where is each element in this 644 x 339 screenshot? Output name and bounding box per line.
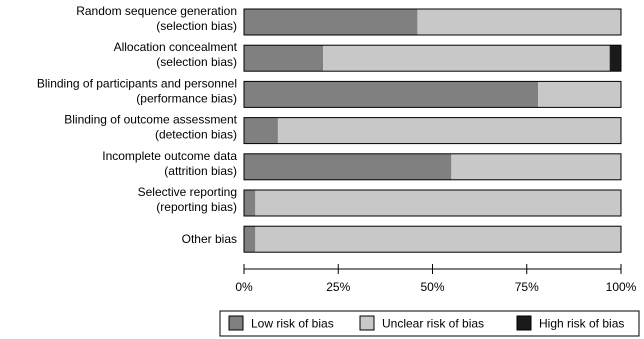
bar-segment-low-risk-of-bias xyxy=(244,153,452,180)
category-label: Selective reporting xyxy=(138,185,237,199)
bar-segment-unclear-risk-of-bias xyxy=(323,45,610,72)
category-label: (selection bias) xyxy=(156,55,237,69)
category-label: (attrition bias) xyxy=(164,164,237,178)
category-label: Incomplete outcome data xyxy=(102,149,237,163)
category-labels: Random sequence generation(selection bia… xyxy=(37,4,238,246)
bar-segment-unclear-risk-of-bias xyxy=(417,9,621,35)
legend-label: Low risk of bias xyxy=(251,317,334,331)
bar-segment-low-risk-of-bias xyxy=(244,45,324,72)
bar-outline xyxy=(243,44,622,72)
legend: Low risk of bias Unclear risk of bias High… xyxy=(219,310,640,337)
bar-segment-unclear-risk-of-bias xyxy=(538,81,621,108)
category-label: (reporting bias) xyxy=(156,200,237,214)
bar-segment-low-risk-of-bias xyxy=(244,9,418,35)
x-tick-label: 0% xyxy=(235,280,253,294)
legend-swatch xyxy=(228,315,244,331)
legend-label: Unclear risk of bias xyxy=(382,317,484,331)
bar-outline xyxy=(243,80,622,108)
category-label: Random sequence generation xyxy=(76,4,237,18)
x-tick-label: 50% xyxy=(420,280,444,294)
x-tick-label: 75% xyxy=(515,280,539,294)
x-tick-label: 25% xyxy=(326,280,350,294)
bar-outline xyxy=(243,189,622,217)
x-tick-label: 100% xyxy=(606,280,637,294)
x-axis: 0% 25% 50% 75% 100% xyxy=(235,264,637,294)
bar-segment-high-risk-of-bias xyxy=(609,45,621,72)
legend-label: High risk of bias xyxy=(539,317,624,331)
category-label: Blinding of participants and personnel xyxy=(37,76,237,90)
legend-swatch xyxy=(516,315,532,331)
category-label: (selection bias) xyxy=(156,19,237,33)
bar-segment-low-risk-of-bias xyxy=(244,226,256,253)
legend-swatch xyxy=(359,315,375,331)
bar-outline xyxy=(243,117,622,145)
category-label: (performance bias) xyxy=(136,91,237,105)
bars xyxy=(243,8,622,253)
bar-segment-unclear-risk-of-bias xyxy=(255,226,621,253)
bar-segment-low-risk-of-bias xyxy=(244,81,539,108)
bar-segment-low-risk-of-bias xyxy=(244,117,278,144)
bar-outline xyxy=(243,225,622,253)
category-label: (detection bias) xyxy=(155,128,237,142)
bar-segment-unclear-risk-of-bias xyxy=(277,117,621,144)
bar-segment-unclear-risk-of-bias xyxy=(451,153,621,180)
category-label: Blinding of outcome assessment xyxy=(64,113,237,127)
bar-segment-unclear-risk-of-bias xyxy=(255,190,621,216)
bar-outline xyxy=(243,153,622,181)
category-label: Allocation concealment xyxy=(114,40,238,54)
category-label: Other bias xyxy=(182,232,237,246)
bar-outline xyxy=(243,8,622,36)
bar-segment-low-risk-of-bias xyxy=(244,190,256,216)
legend-box xyxy=(219,310,640,337)
